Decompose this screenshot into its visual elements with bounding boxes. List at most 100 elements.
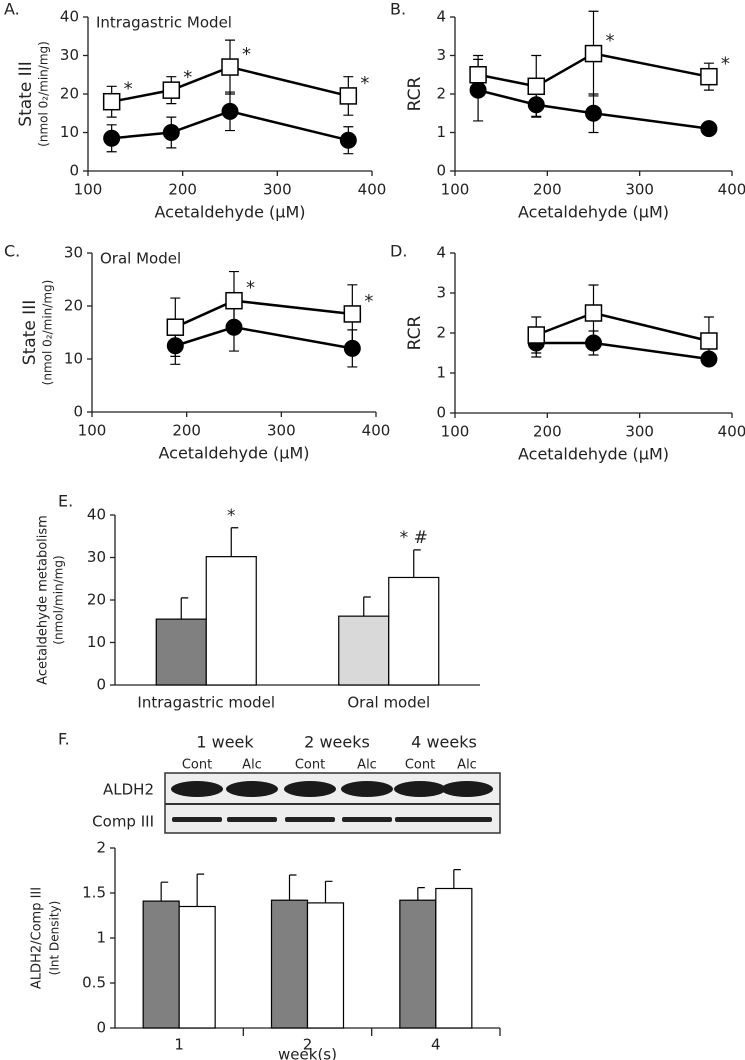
blot-band — [442, 817, 492, 822]
x-tick-label: Intragastric model — [137, 694, 275, 712]
series-line — [477, 88, 710, 130]
bar — [155, 618, 207, 686]
blot-band — [172, 817, 222, 822]
series-line — [536, 341, 710, 361]
y-tick-label: 0 — [69, 162, 79, 180]
blot-group: 1 week — [196, 733, 254, 752]
x-tick-label: 400 — [718, 423, 745, 441]
x-tick-label: 1 — [174, 1036, 184, 1054]
x-tick-label: 100 — [78, 422, 107, 440]
blot-group: 4 weeks — [411, 733, 477, 752]
blot-band — [171, 781, 223, 797]
error-bar — [180, 597, 189, 620]
x-tick-label: 100 — [441, 423, 470, 441]
significance-flag: * — [227, 506, 236, 526]
series-line — [111, 110, 349, 142]
y-axis-label: State III — [20, 300, 40, 365]
error-bar — [417, 887, 425, 901]
marker — [166, 318, 185, 336]
y-axis-label: ALDH2/Comp III — [30, 887, 45, 989]
x-tick-label: 2 — [303, 1036, 313, 1054]
y-axis-label: RCR — [405, 315, 425, 350]
y-tick-label: 1.5 — [82, 884, 106, 902]
y-axis-units: (nmol/min/mg) — [52, 555, 66, 644]
y-tick-label: 1 — [436, 123, 446, 141]
y-tick-label: 20 — [64, 297, 83, 315]
y-tick-label: 0 — [436, 404, 446, 422]
x-tick-label: 300 — [625, 181, 654, 199]
x-tick-label: 200 — [172, 422, 201, 440]
y-tick-label: 40 — [87, 506, 106, 524]
significance-flag: * — [246, 278, 255, 299]
bar — [338, 615, 390, 686]
series-line — [535, 311, 710, 343]
marker — [700, 332, 718, 350]
marker — [221, 58, 239, 76]
error-bar — [196, 873, 205, 907]
series-line — [174, 299, 353, 329]
y-tick-label: 2 — [96, 839, 106, 857]
x-tick-label: 200 — [533, 423, 562, 441]
marker — [700, 120, 718, 138]
marker — [102, 92, 121, 111]
bar — [142, 900, 180, 1029]
y-tick-label: 30 — [64, 244, 83, 262]
marker — [700, 67, 718, 86]
y-tick-label: 40 — [60, 8, 79, 26]
blot-lane: Cont — [405, 758, 435, 773]
blot-band — [284, 781, 336, 797]
marker — [339, 131, 357, 149]
blot-lane: Alc — [457, 758, 477, 773]
y-axis-units: (nmol 0₂/min/mg) — [37, 41, 51, 147]
x-tick-label: 4 — [431, 1036, 441, 1054]
marker — [527, 77, 546, 96]
y-axis-units: (nmol 0₂/min/mg) — [41, 280, 55, 386]
significance-flag: * # — [400, 528, 428, 548]
blot-band — [342, 817, 392, 822]
x-tick-label: 300 — [263, 181, 292, 199]
bar — [205, 556, 257, 686]
x-axis-label: Acetaldehyde (μM) — [518, 203, 669, 222]
blot-band — [227, 817, 277, 822]
bar — [306, 902, 345, 1029]
panel-label: F. — [58, 730, 70, 749]
marker — [103, 129, 121, 147]
significance-flag: * — [360, 73, 369, 94]
significance-flag: * — [606, 31, 615, 52]
y-tick-label: 10 — [60, 123, 79, 141]
panel-label: C. — [4, 242, 20, 261]
blot-row-label: Comp III — [92, 813, 154, 831]
y-tick-label: 30 — [87, 548, 106, 566]
x-axis-label: Acetaldehyde (μM) — [159, 444, 310, 463]
x-axis-label: week(s) — [278, 1046, 337, 1060]
error-bar — [413, 549, 421, 578]
y-tick-label: 4 — [436, 8, 446, 26]
y-tick-label: 10 — [87, 633, 106, 651]
significance-flag: * — [124, 79, 133, 100]
marker — [469, 66, 487, 84]
y-tick-label: 3 — [436, 284, 446, 302]
x-tick-label: 300 — [267, 422, 296, 440]
y-tick-label: 0 — [96, 676, 106, 694]
x-tick-label: 100 — [74, 181, 103, 199]
marker — [585, 104, 602, 122]
y-tick-label: 20 — [60, 85, 79, 103]
panel-label: A. — [4, 0, 20, 19]
error-bar — [363, 596, 371, 617]
marker — [584, 304, 603, 322]
y-tick-label: 2 — [436, 324, 446, 342]
marker — [162, 81, 181, 99]
y-tick-label: 3 — [436, 46, 446, 64]
y-tick-label: 0 — [436, 162, 446, 180]
y-axis-units: (Int Density) — [48, 901, 62, 976]
y-tick-label: 0 — [73, 403, 83, 421]
blot-band — [226, 781, 278, 797]
panel-label: E. — [58, 492, 73, 511]
x-tick-label: 200 — [168, 181, 197, 199]
y-tick-label: 2 — [436, 85, 446, 103]
x-tick-label: 100 — [441, 181, 470, 199]
blot-band — [285, 817, 335, 822]
error-bar — [288, 874, 297, 901]
x-axis-label: Acetaldehyde (μM) — [518, 445, 669, 464]
blot-band — [394, 781, 446, 797]
